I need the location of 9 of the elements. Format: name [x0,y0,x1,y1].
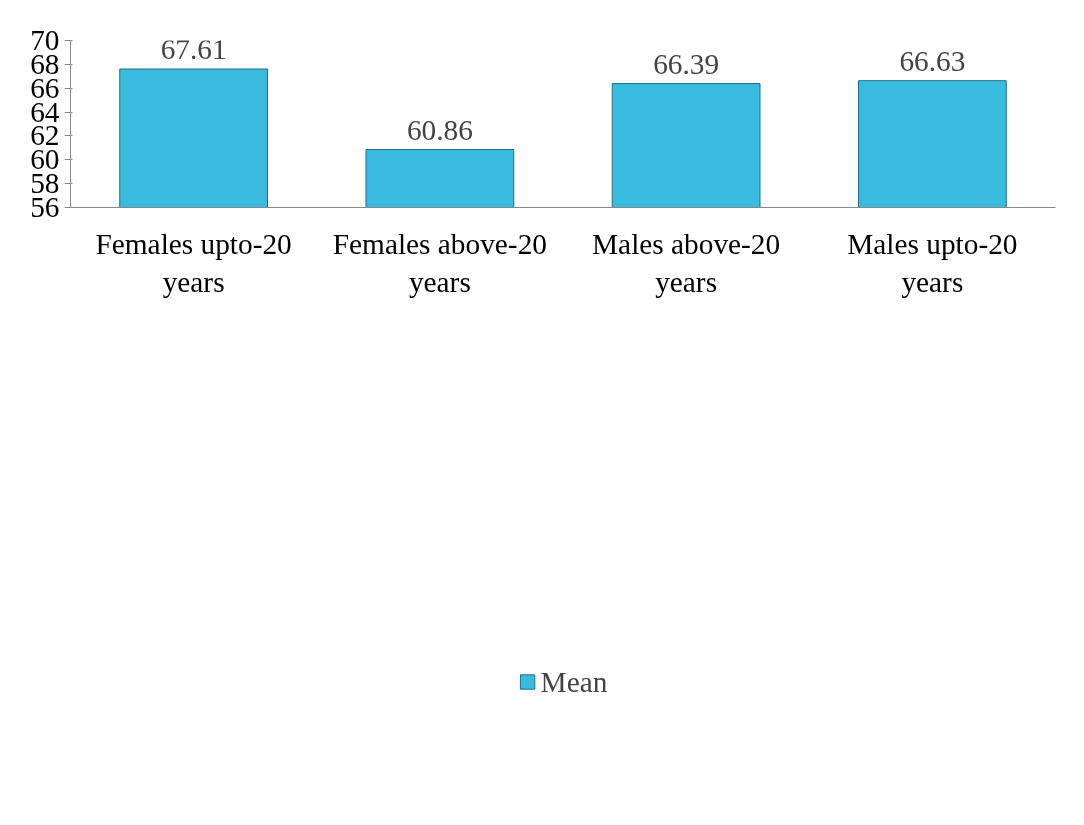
x-tick-label: Males above-20 years [592,227,781,298]
x-tick-label: Females upto-20 years [95,227,292,298]
x-tick-label: Males upto-20 years [847,227,1018,298]
data-label: 67.61 [160,33,227,66]
data-label: 60.86 [406,113,473,146]
legend-label: Mean [540,665,608,699]
data-label: 66.63 [899,44,966,77]
data-label: 66.39 [653,47,720,80]
x-tick-label: Females above-20 years [332,227,547,298]
